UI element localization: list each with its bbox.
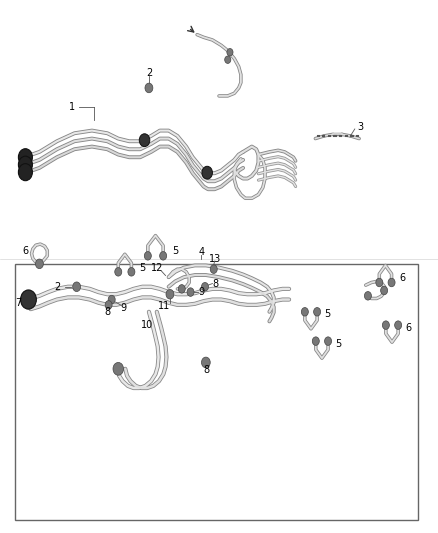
Circle shape (105, 301, 112, 309)
Circle shape (187, 288, 194, 296)
Text: 2: 2 (55, 282, 61, 292)
Circle shape (202, 166, 212, 179)
Circle shape (145, 83, 153, 93)
Circle shape (201, 357, 210, 368)
Text: 8: 8 (204, 366, 210, 375)
Text: 4: 4 (198, 247, 205, 257)
Text: 6: 6 (406, 323, 412, 333)
Circle shape (312, 337, 319, 345)
Circle shape (73, 282, 81, 292)
Circle shape (139, 134, 150, 147)
Text: 5: 5 (325, 310, 331, 319)
Circle shape (382, 321, 389, 329)
Text: 3: 3 (357, 122, 363, 132)
Circle shape (227, 49, 233, 56)
Text: 8: 8 (212, 279, 219, 288)
Circle shape (159, 252, 166, 260)
Circle shape (21, 290, 36, 309)
Circle shape (144, 252, 151, 260)
Circle shape (18, 164, 32, 181)
Circle shape (166, 289, 174, 299)
Circle shape (376, 278, 383, 287)
Circle shape (113, 362, 124, 375)
Circle shape (128, 268, 135, 276)
Circle shape (314, 308, 321, 316)
Text: 13: 13 (209, 254, 222, 264)
Circle shape (325, 337, 332, 345)
Text: 9: 9 (198, 287, 205, 297)
Text: 5: 5 (336, 339, 342, 349)
Circle shape (364, 292, 371, 300)
Circle shape (18, 156, 32, 173)
Text: 11: 11 (158, 301, 170, 311)
Text: 12: 12 (151, 263, 163, 273)
Text: 10: 10 (141, 320, 153, 330)
Text: 5: 5 (172, 246, 178, 255)
Circle shape (115, 268, 122, 276)
Circle shape (388, 278, 395, 287)
Circle shape (18, 149, 32, 166)
Circle shape (201, 282, 208, 291)
Text: 9: 9 (120, 303, 127, 313)
Circle shape (108, 295, 115, 304)
Circle shape (210, 265, 217, 273)
Text: 1: 1 (69, 102, 75, 111)
Text: 2: 2 (146, 68, 152, 78)
Circle shape (395, 321, 402, 329)
Circle shape (178, 285, 185, 293)
Circle shape (225, 56, 231, 63)
Circle shape (301, 308, 308, 316)
Text: 5: 5 (139, 263, 145, 272)
Bar (15, 264, 418, 520)
Circle shape (35, 259, 43, 269)
Text: 7: 7 (15, 298, 21, 308)
Circle shape (381, 286, 388, 295)
Text: 6: 6 (399, 273, 405, 283)
Text: 6: 6 (22, 246, 28, 255)
Text: 8: 8 (104, 308, 110, 317)
